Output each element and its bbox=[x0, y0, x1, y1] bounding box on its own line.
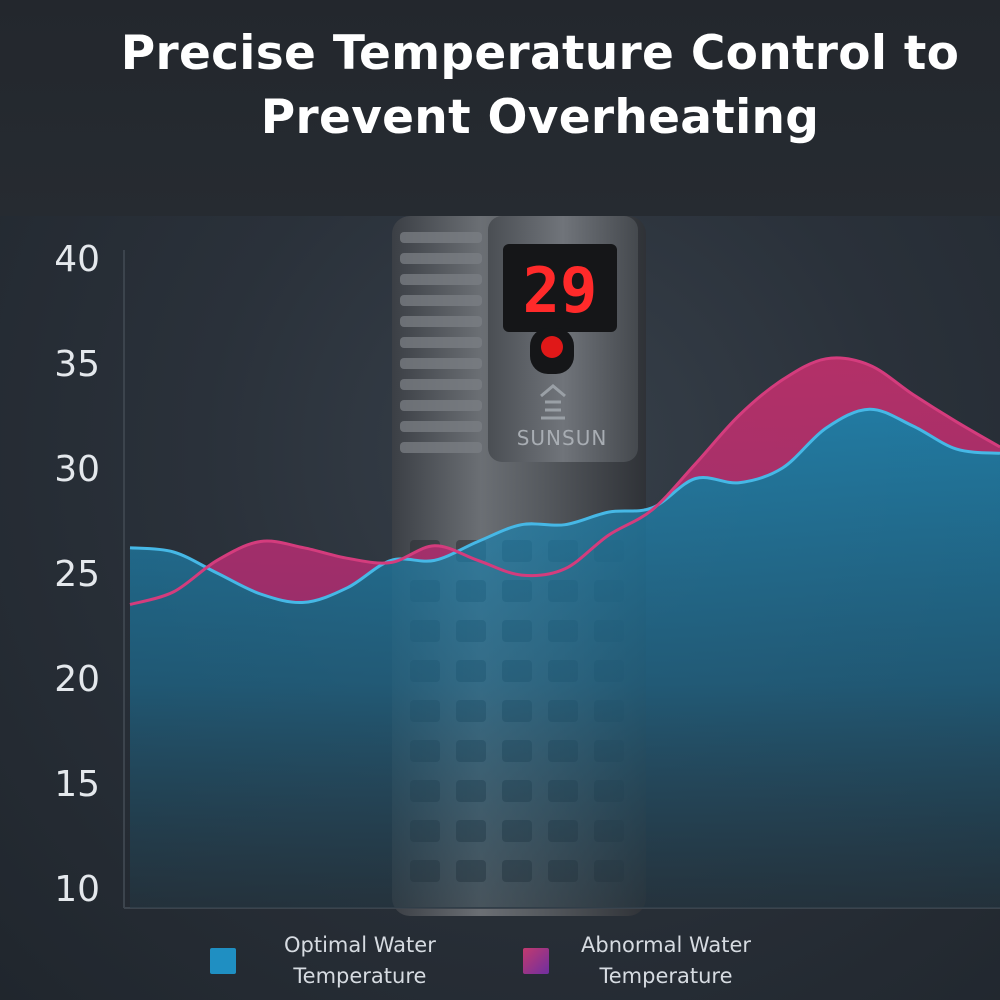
y-tick-labels: 40 35 30 25 20 15 10 bbox=[54, 239, 100, 910]
y-tick-label: 25 bbox=[54, 554, 100, 595]
y-tick-label: 35 bbox=[54, 344, 100, 385]
legend-swatch-abnormal bbox=[523, 948, 549, 974]
heater-rib bbox=[400, 379, 482, 390]
temperature-reading: 29 bbox=[523, 254, 598, 327]
series-layer bbox=[129, 356, 1000, 908]
heater-rib bbox=[400, 421, 482, 432]
house-logo-icon bbox=[540, 384, 566, 420]
title-banner: Precise Temperature Control to Prevent O… bbox=[0, 0, 1000, 216]
legend-label-abnormal: Abnormal Water Temperature bbox=[581, 933, 752, 988]
heater-rib bbox=[400, 442, 482, 453]
indicator-light bbox=[541, 336, 563, 358]
optimal-area bbox=[130, 409, 1000, 908]
heater-rib bbox=[400, 253, 482, 264]
heater-rib bbox=[400, 295, 482, 306]
led-display bbox=[503, 244, 617, 332]
legend-item-optimal: Optimal Water Temperature bbox=[210, 930, 436, 992]
abnormal-line bbox=[129, 356, 1000, 606]
heater-rib bbox=[400, 316, 482, 327]
legend-item-abnormal: Abnormal Water Temperature bbox=[523, 930, 751, 992]
heater-rib bbox=[400, 337, 482, 348]
brand-label: SUNSUN bbox=[517, 426, 608, 450]
y-tick-label: 40 bbox=[54, 239, 100, 280]
page-title: Precise Temperature Control to Prevent O… bbox=[120, 26, 960, 145]
heater-rib bbox=[400, 232, 482, 243]
y-tick-label: 30 bbox=[54, 449, 100, 490]
optimal-line bbox=[129, 407, 1000, 605]
legend-label-optimal: Optimal Water Temperature bbox=[284, 933, 436, 988]
heater-ribs bbox=[400, 232, 482, 453]
y-tick-label: 10 bbox=[54, 869, 100, 910]
y-tick-label: 15 bbox=[54, 764, 100, 805]
legend-swatch-optimal bbox=[210, 948, 236, 974]
heater-rib bbox=[400, 400, 482, 411]
heater-rib bbox=[400, 274, 482, 285]
y-tick-label: 20 bbox=[54, 659, 100, 700]
heater-rib bbox=[400, 358, 482, 369]
